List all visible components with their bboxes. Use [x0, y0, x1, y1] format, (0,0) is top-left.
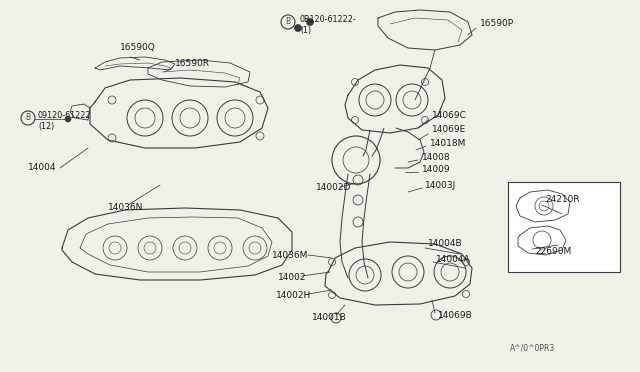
Text: 14002: 14002: [278, 273, 307, 282]
Text: 14002D: 14002D: [316, 183, 351, 192]
Text: 16590P: 16590P: [480, 19, 514, 29]
Text: 22690M: 22690M: [535, 247, 572, 257]
Text: 14004A: 14004A: [436, 256, 470, 264]
Text: 14069C: 14069C: [432, 112, 467, 121]
Text: 14001B: 14001B: [312, 314, 347, 323]
Text: 16590R: 16590R: [175, 60, 210, 68]
Text: A^/0^0PR3: A^/0^0PR3: [510, 343, 556, 353]
Text: 09120-61222: 09120-61222: [38, 112, 92, 121]
Text: 14009: 14009: [422, 166, 451, 174]
Text: 0B120-61222-: 0B120-61222-: [300, 16, 356, 25]
Text: 14002H: 14002H: [276, 291, 311, 299]
Circle shape: [65, 116, 71, 122]
Text: 14018M: 14018M: [430, 138, 467, 148]
FancyBboxPatch shape: [508, 182, 620, 272]
Text: B: B: [285, 17, 291, 26]
Text: 14036N: 14036N: [108, 203, 143, 212]
Circle shape: [307, 19, 314, 26]
Text: B: B: [26, 113, 31, 122]
Text: 14008: 14008: [422, 153, 451, 161]
Text: 16590Q: 16590Q: [120, 43, 156, 52]
Text: 14069B: 14069B: [438, 311, 473, 321]
Text: 14069E: 14069E: [432, 125, 467, 135]
Text: 14036M: 14036M: [272, 251, 308, 260]
Text: 14004: 14004: [28, 164, 56, 173]
Text: (12): (12): [38, 122, 54, 131]
Text: 24210R: 24210R: [545, 196, 580, 205]
Text: 14004B: 14004B: [428, 240, 463, 248]
Text: (1): (1): [300, 26, 311, 35]
Circle shape: [294, 25, 301, 32]
Text: 14003J: 14003J: [425, 180, 456, 189]
